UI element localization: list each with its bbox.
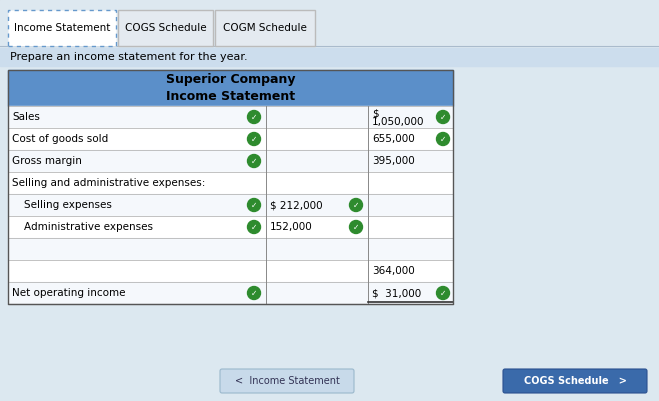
- Text: Cost of goods sold: Cost of goods sold: [12, 134, 108, 144]
- Text: COGM Schedule: COGM Schedule: [223, 23, 307, 33]
- Text: Sales: Sales: [12, 112, 40, 122]
- Bar: [0, 0, 659, 10]
- Text: ✓: ✓: [440, 288, 446, 298]
- Bar: [8, 150, 453, 172]
- Text: Income Statement: Income Statement: [14, 23, 110, 33]
- Text: Gross margin: Gross margin: [12, 156, 82, 166]
- Circle shape: [248, 286, 260, 300]
- Text: Selling expenses: Selling expenses: [24, 200, 112, 210]
- Bar: [8, 216, 453, 238]
- Text: Superior Company: Superior Company: [166, 73, 295, 85]
- Text: ✓: ✓: [251, 134, 257, 144]
- Text: ✓: ✓: [440, 113, 446, 122]
- Bar: [8, 106, 453, 128]
- Circle shape: [248, 132, 260, 146]
- Text: COGS Schedule: COGS Schedule: [125, 23, 206, 33]
- Bar: [8, 128, 453, 150]
- FancyBboxPatch shape: [215, 10, 315, 46]
- Text: Prepare an income statement for the year.: Prepare an income statement for the year…: [10, 52, 248, 62]
- Circle shape: [248, 221, 260, 233]
- Text: Income Statement: Income Statement: [166, 91, 295, 103]
- Circle shape: [349, 221, 362, 233]
- Text: <  Income Statement: < Income Statement: [235, 376, 339, 386]
- Text: ✓: ✓: [353, 223, 359, 231]
- FancyBboxPatch shape: [503, 369, 647, 393]
- Bar: [0, 0, 659, 46]
- Bar: [8, 88, 453, 106]
- Bar: [8, 282, 453, 304]
- Bar: [8, 194, 453, 216]
- Circle shape: [248, 154, 260, 168]
- Text: ✓: ✓: [353, 200, 359, 209]
- Bar: [8, 172, 453, 194]
- Text: $  31,000: $ 31,000: [372, 288, 421, 298]
- Bar: [0, 48, 659, 66]
- Bar: [8, 260, 453, 282]
- Text: Administrative expenses: Administrative expenses: [24, 222, 153, 232]
- Text: 152,000: 152,000: [270, 222, 313, 232]
- Text: ✓: ✓: [440, 134, 446, 144]
- Text: COGS Schedule   >: COGS Schedule >: [523, 376, 627, 386]
- Bar: [8, 238, 453, 260]
- Bar: [8, 70, 453, 88]
- FancyBboxPatch shape: [8, 10, 116, 46]
- Text: 655,000: 655,000: [372, 134, 415, 144]
- Text: ✓: ✓: [251, 156, 257, 166]
- Text: $: $: [372, 108, 379, 118]
- Text: 395,000: 395,000: [372, 156, 415, 166]
- Text: Selling and administrative expenses:: Selling and administrative expenses:: [12, 178, 206, 188]
- Text: ✓: ✓: [251, 288, 257, 298]
- Circle shape: [436, 111, 449, 124]
- Circle shape: [349, 198, 362, 211]
- Circle shape: [248, 198, 260, 211]
- FancyBboxPatch shape: [220, 369, 354, 393]
- Bar: [8, 70, 453, 304]
- Text: ✓: ✓: [251, 223, 257, 231]
- Circle shape: [436, 286, 449, 300]
- Text: Net operating income: Net operating income: [12, 288, 125, 298]
- Text: $ 212,000: $ 212,000: [270, 200, 323, 210]
- Circle shape: [436, 132, 449, 146]
- FancyBboxPatch shape: [118, 10, 213, 46]
- Text: ✓: ✓: [251, 113, 257, 122]
- Text: 1,050,000: 1,050,000: [372, 117, 424, 127]
- Text: 364,000: 364,000: [372, 266, 415, 276]
- Text: ✓: ✓: [251, 200, 257, 209]
- Circle shape: [248, 111, 260, 124]
